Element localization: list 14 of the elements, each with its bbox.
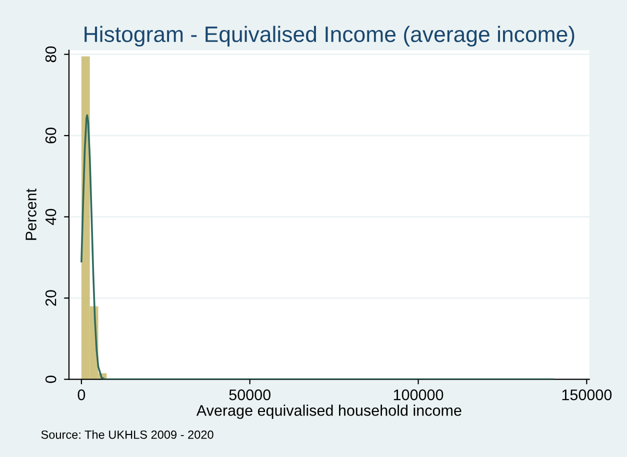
x-tick-label: 100000 — [394, 389, 444, 400]
x-tick-label: 0 — [78, 389, 86, 400]
y-tick-label: 40 — [45, 208, 56, 225]
y-tick-label: 20 — [45, 290, 56, 306]
y-tick-label: 60 — [45, 128, 56, 144]
chart-title: Histogram - Equivalised Income (average income) — [84, 26, 574, 47]
line-series — [80, 114, 554, 380]
x-axis-title: Average equivalised household income — [196, 404, 462, 419]
x-tick-label: 50000 — [229, 389, 270, 400]
y-axis-title: Percent — [26, 188, 36, 240]
y-tick-label: 0 — [45, 376, 56, 383]
y-tick-label: 80 — [45, 46, 56, 62]
source-note: Source: The UKHLS 2009 - 2020 — [41, 430, 214, 439]
x-tick-label: 150000 — [562, 389, 612, 400]
